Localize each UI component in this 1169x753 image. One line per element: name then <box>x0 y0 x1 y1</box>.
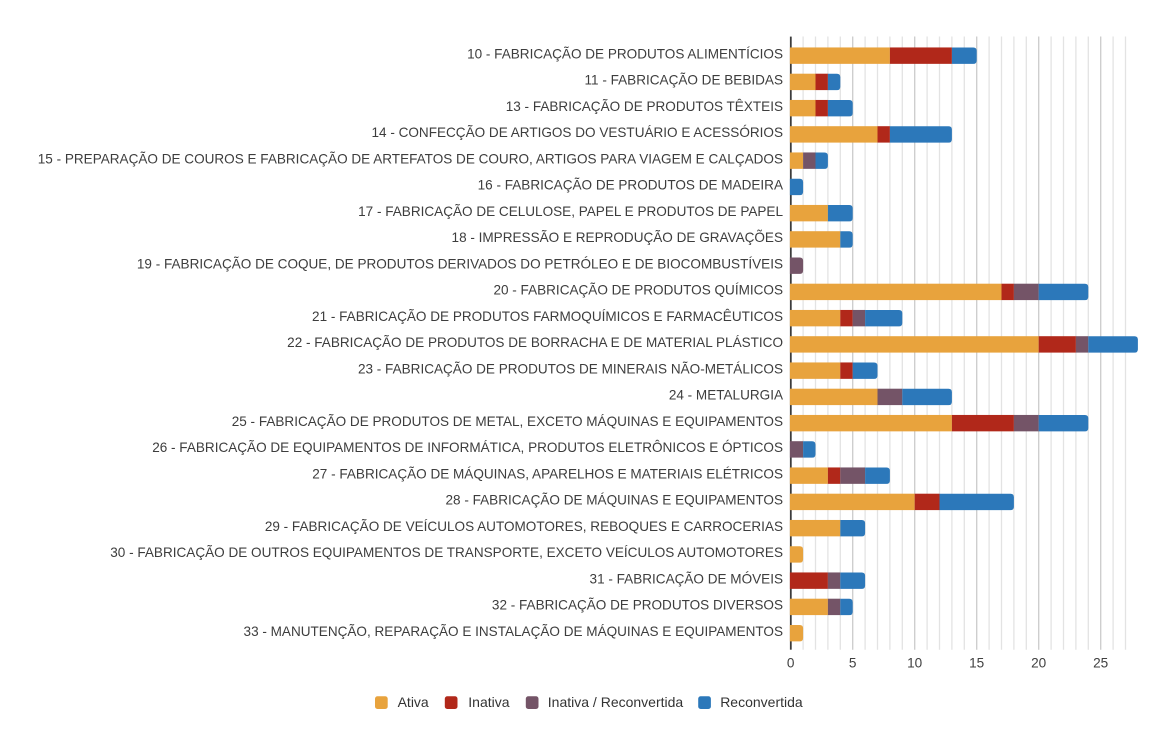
svg-text:24 - METALURGIA: 24 - METALURGIA <box>669 388 784 403</box>
svg-text:11 - FABRICAÇÃO DE BEBIDAS: 11 - FABRICAÇÃO DE BEBIDAS <box>585 73 784 88</box>
svg-text:33 - MANUTENÇÃO, REPARAÇÃO E I: 33 - MANUTENÇÃO, REPARAÇÃO E INSTALAÇÃO … <box>244 624 783 639</box>
svg-text:10 - FABRICAÇÃO DE PRODUTOS AL: 10 - FABRICAÇÃO DE PRODUTOS ALIMENTÍCIOS <box>467 46 783 61</box>
svg-text:Inativa / Reconvertida: Inativa / Reconvertida <box>548 694 684 710</box>
svg-text:5: 5 <box>849 655 857 670</box>
svg-text:10: 10 <box>907 655 923 670</box>
svg-text:15: 15 <box>969 655 984 670</box>
svg-text:15 - PREPARAÇÃO DE COUROS E FA: 15 - PREPARAÇÃO DE COUROS E FABRICAÇÃO D… <box>38 151 783 166</box>
svg-text:23 - FABRICAÇÃO DE PRODUTOS DE: 23 - FABRICAÇÃO DE PRODUTOS DE MINERAIS … <box>358 361 783 376</box>
svg-text:25: 25 <box>1093 655 1108 670</box>
svg-text:30 - FABRICAÇÃO DE OUTROS EQUI: 30 - FABRICAÇÃO DE OUTROS EQUIPAMENTOS D… <box>110 545 783 560</box>
svg-text:17 - FABRICAÇÃO DE CELULOSE, P: 17 - FABRICAÇÃO DE CELULOSE, PAPEL E PRO… <box>358 204 783 219</box>
svg-text:31 - FABRICAÇÃO DE MÓVEIS: 31 - FABRICAÇÃO DE MÓVEIS <box>590 571 783 586</box>
svg-text:13 - FABRICAÇÃO DE PRODUTOS TÊ: 13 - FABRICAÇÃO DE PRODUTOS TÊXTEIS <box>506 99 783 114</box>
svg-text:22 - FABRICAÇÃO DE PRODUTOS DE: 22 - FABRICAÇÃO DE PRODUTOS DE BORRACHA … <box>287 335 783 350</box>
svg-text:20 - FABRICAÇÃO DE PRODUTOS QU: 20 - FABRICAÇÃO DE PRODUTOS QUÍMICOS <box>493 283 783 298</box>
svg-text:20: 20 <box>1031 655 1047 670</box>
svg-text:28 - FABRICAÇÃO DE MÁQUINAS E: 28 - FABRICAÇÃO DE MÁQUINAS E EQUIPAMENT… <box>446 493 784 508</box>
svg-text:29 - FABRICAÇÃO DE VEÍCULOS AU: 29 - FABRICAÇÃO DE VEÍCULOS AUTOMOTORES,… <box>265 519 783 534</box>
svg-text:19 - FABRICAÇÃO DE COQUE, DE P: 19 - FABRICAÇÃO DE COQUE, DE PRODUTOS DE… <box>137 256 783 271</box>
svg-text:18 - IMPRESSÃO E REPRODUÇÃO DE: 18 - IMPRESSÃO E REPRODUÇÃO DE GRAVAÇÕES <box>452 230 783 245</box>
svg-text:Reconvertida: Reconvertida <box>720 694 803 710</box>
svg-text:0: 0 <box>787 655 795 670</box>
svg-text:21 - FABRICAÇÃO DE PRODUTOS FA: 21 - FABRICAÇÃO DE PRODUTOS FARMOQUÍMICO… <box>312 309 783 324</box>
svg-text:26 - FABRICAÇÃO DE EQUIPAMENTO: 26 - FABRICAÇÃO DE EQUIPAMENTOS DE INFOR… <box>152 440 783 455</box>
svg-text:Inativa: Inativa <box>468 694 509 710</box>
svg-text:16 - FABRICAÇÃO DE PRODUTOS DE: 16 - FABRICAÇÃO DE PRODUTOS DE MADEIRA <box>478 178 784 193</box>
svg-text:Ativa: Ativa <box>398 694 429 710</box>
svg-text:27 - FABRICAÇÃO DE MÁQUINAS, A: 27 - FABRICAÇÃO DE MÁQUINAS, APARELHOS E… <box>312 466 783 481</box>
svg-text:14 - CONFECÇÃO DE ARTIGOS DO V: 14 - CONFECÇÃO DE ARTIGOS DO VESTUÁRIO E… <box>371 125 783 140</box>
svg-text:25 - FABRICAÇÃO DE PRODUTOS DE: 25 - FABRICAÇÃO DE PRODUTOS DE METAL, EX… <box>232 414 783 429</box>
svg-text:32 - FABRICAÇÃO DE PRODUTOS DI: 32 - FABRICAÇÃO DE PRODUTOS DIVERSOS <box>492 598 783 613</box>
